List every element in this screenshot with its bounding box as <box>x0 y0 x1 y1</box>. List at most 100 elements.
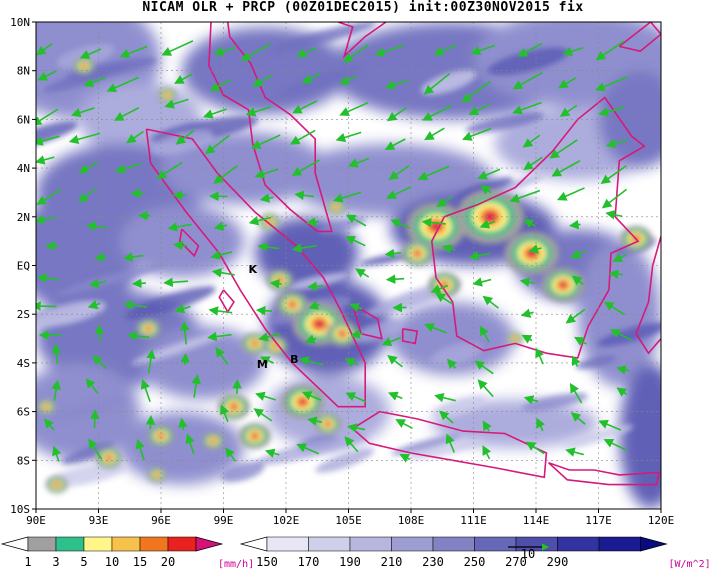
rain-cell <box>326 199 346 215</box>
wind-vector <box>559 104 578 117</box>
olr-streak <box>359 252 413 266</box>
wind-vector <box>549 139 578 159</box>
precipitation-unit: [mm/h] <box>218 559 254 570</box>
colorbar-label: 290 <box>547 555 569 569</box>
wind-vector <box>556 187 585 201</box>
map-title: NICAM OLR + PRCP (00Z01DEC2015) init:00Z… <box>142 0 584 15</box>
rain-cell <box>147 425 175 447</box>
wind-vector <box>203 108 227 119</box>
wind-vector <box>299 356 324 366</box>
wind-vector <box>307 416 323 426</box>
wind-vector <box>565 308 586 324</box>
wind-vector <box>51 379 61 401</box>
wind-vector <box>390 219 410 229</box>
wind-vector <box>289 129 316 145</box>
wind-vector <box>207 331 232 342</box>
colorbar-swatch <box>83 536 113 552</box>
lon-tick-label: 108E <box>398 514 425 527</box>
wind-vector <box>335 131 362 143</box>
lat-tick-label: 8N <box>17 65 30 78</box>
wind-vector <box>482 420 492 432</box>
wind-vector <box>600 165 627 184</box>
olr-streak <box>563 424 634 448</box>
wind-vector <box>145 415 156 429</box>
wind-vector <box>36 155 55 165</box>
wind-vector <box>209 79 232 91</box>
wind-vector <box>175 129 195 145</box>
colorbar-label: 190 <box>339 555 361 569</box>
olr-streak <box>352 320 404 343</box>
wind-vector <box>523 156 543 171</box>
rain-cell <box>157 87 177 103</box>
wind-vector <box>551 160 581 177</box>
colorbar-swatch <box>557 536 600 552</box>
wind-vector <box>424 323 447 334</box>
colorbar-label: 230 <box>422 555 444 569</box>
wind-vector <box>345 392 367 403</box>
colorbar-label: 270 <box>505 555 527 569</box>
wind-vector <box>180 352 190 365</box>
olr-streak <box>408 438 486 460</box>
wind-vector <box>422 104 453 121</box>
wind-vector <box>434 392 456 403</box>
colorbar-swatch <box>139 536 169 552</box>
wind-vector <box>36 42 53 56</box>
wind-vector <box>253 408 273 422</box>
rain-cell <box>36 399 56 415</box>
lat-tick-label: 6N <box>17 113 30 126</box>
wind-vector <box>528 244 542 254</box>
colorbar-swatch <box>391 536 434 552</box>
colorbar-label: 150 <box>256 555 278 569</box>
wind-vector <box>344 358 359 367</box>
colorbar-cap <box>640 536 668 552</box>
wind-vector <box>616 365 630 375</box>
wind-vector <box>386 186 412 199</box>
wind-vector <box>605 138 628 149</box>
wind-vector <box>386 107 407 122</box>
wind-vector <box>85 378 99 394</box>
rain-cell <box>401 240 434 267</box>
olr-streak <box>315 448 375 473</box>
wind-vector <box>381 336 401 347</box>
wind-vector <box>307 281 324 292</box>
wind-vector <box>172 190 187 201</box>
rain-cell <box>314 412 342 435</box>
wind-vector <box>347 423 366 433</box>
wind-vector <box>126 130 144 144</box>
wind-vector <box>571 275 584 286</box>
wind-vector <box>601 188 628 209</box>
wind-vector <box>417 165 450 181</box>
olr-streak <box>125 286 216 319</box>
rain-cell <box>258 213 281 231</box>
wind-vector <box>252 74 273 87</box>
rain-cell <box>136 319 161 339</box>
olr-unit: [W/m^2] <box>669 559 711 570</box>
colorbar-swatch <box>598 536 641 552</box>
lat-tick-label: 2N <box>17 211 30 224</box>
wind-vector <box>349 302 363 312</box>
wind-vector <box>522 134 541 148</box>
wind-vector <box>446 358 457 370</box>
wind-vector <box>106 76 140 93</box>
marker-label: K <box>249 263 258 276</box>
wind-vector <box>512 101 542 115</box>
coastline-path <box>547 461 660 486</box>
colorbar-label: 15 <box>133 555 147 569</box>
wind-vector <box>565 447 584 457</box>
wind-vector <box>248 216 272 226</box>
olr-streak <box>55 262 168 296</box>
wind-vector <box>598 419 622 431</box>
wind-vector <box>595 40 625 61</box>
lat-tick-label: EQ <box>17 260 30 273</box>
wind-vector <box>472 277 492 287</box>
lat-tick-label: 6S <box>17 406 30 419</box>
wind-vector <box>598 106 625 117</box>
wind-vector <box>87 300 101 310</box>
wind-vector <box>525 441 545 455</box>
lat-tick-label: 10S <box>10 503 30 516</box>
wind-vector <box>517 42 543 57</box>
wind-vector <box>387 354 403 368</box>
wind-vector <box>164 98 189 109</box>
olr-streak <box>46 462 128 488</box>
wind-vector <box>612 253 627 262</box>
